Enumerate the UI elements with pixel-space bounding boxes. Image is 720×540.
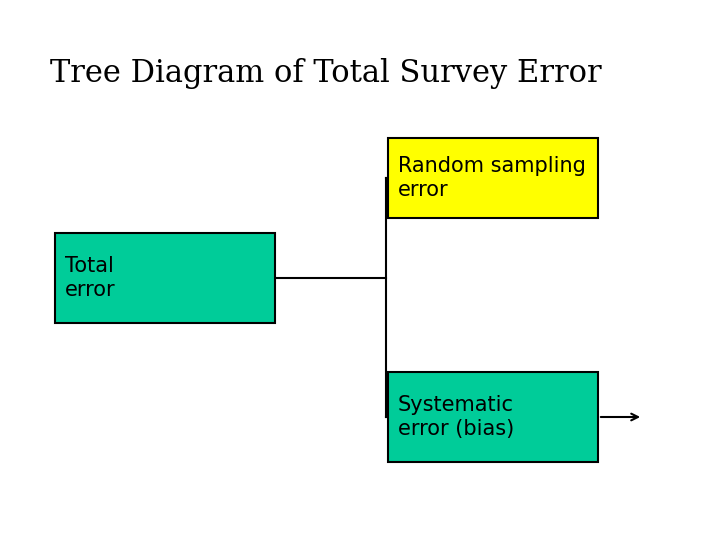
Text: Tree Diagram of Total Survey Error: Tree Diagram of Total Survey Error xyxy=(50,58,602,89)
Text: Random sampling
error: Random sampling error xyxy=(398,157,586,200)
Bar xyxy=(55,233,275,323)
Bar xyxy=(388,372,598,462)
Bar xyxy=(388,138,598,218)
Text: Systematic
error (bias): Systematic error (bias) xyxy=(398,395,514,438)
Text: Total
error: Total error xyxy=(65,256,116,300)
